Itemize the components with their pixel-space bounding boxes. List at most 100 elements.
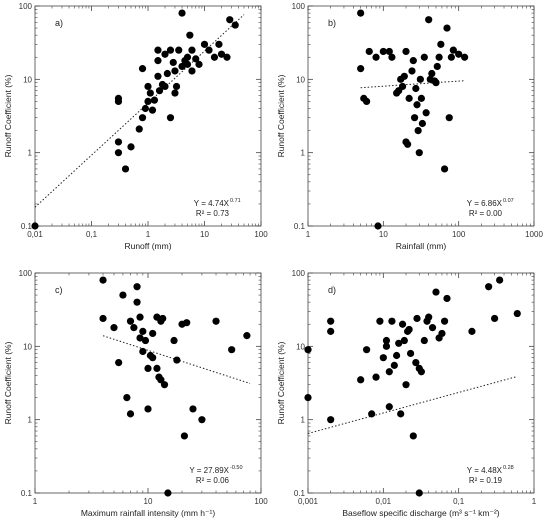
data-point — [445, 114, 453, 122]
data-point — [141, 104, 150, 113]
data-point — [155, 87, 164, 95]
data-point — [418, 119, 426, 128]
data-point — [173, 356, 181, 364]
y-tick-label: 100 — [19, 269, 33, 278]
x-tick-label: 1 — [146, 230, 151, 239]
data-point — [398, 82, 407, 91]
data-point — [413, 314, 421, 323]
data-point — [136, 334, 144, 342]
data-point — [135, 125, 143, 133]
data-point — [374, 222, 382, 230]
x-axis-label: Baseflow specific discharge (m³ s⁻¹ km⁻²… — [342, 508, 499, 518]
regression-exponent: 0.28 — [503, 465, 514, 471]
regression-exponent: -0.50 — [230, 465, 243, 471]
data-point — [183, 319, 191, 327]
data-point — [154, 46, 162, 54]
y-tick-label: 100 — [292, 2, 306, 11]
x-axis-label: Rainfall (mm) — [396, 241, 447, 251]
data-point — [161, 82, 169, 91]
data-point — [461, 53, 469, 61]
data-point — [392, 351, 401, 360]
regression-equation: Y = 4.74X — [194, 199, 230, 208]
data-point — [397, 410, 405, 418]
data-point — [138, 114, 147, 122]
y-axis-label: Runoff Coefficient (%) — [276, 341, 286, 424]
y-tick-label: 10 — [296, 342, 305, 351]
panel-label: a) — [55, 18, 63, 28]
data-point — [400, 336, 408, 345]
data-point — [363, 346, 371, 354]
data-point — [425, 16, 433, 24]
data-point — [379, 354, 387, 362]
data-point — [127, 143, 135, 151]
data-point — [468, 327, 476, 335]
y-axis-label: Runoff Coefficient (%) — [3, 341, 13, 424]
data-point — [157, 376, 165, 384]
data-point — [357, 9, 365, 17]
y-tick-label: 1 — [28, 416, 33, 425]
data-point — [189, 405, 197, 413]
data-point — [455, 50, 463, 58]
r-squared: R² = 0.19 — [469, 476, 503, 485]
regression-exponent: 0.07 — [503, 198, 514, 204]
data-point — [141, 336, 150, 345]
x-tick-label: 1000 — [525, 230, 543, 239]
data-point — [172, 82, 181, 91]
data-point — [243, 332, 251, 340]
data-point — [402, 47, 410, 56]
data-point — [410, 114, 419, 122]
y-tick-label: 10 — [23, 342, 32, 351]
data-point — [114, 97, 123, 106]
data-point — [416, 75, 424, 83]
data-point — [212, 317, 220, 325]
data-point — [388, 53, 396, 61]
y-tick-label: 0.1 — [21, 489, 33, 498]
data-point — [409, 432, 417, 440]
data-point — [149, 329, 157, 338]
data-point — [198, 416, 206, 424]
data-point — [154, 57, 162, 65]
data-point — [432, 288, 440, 296]
y-tick-label: 10 — [23, 75, 32, 84]
data-point — [115, 359, 123, 367]
y-tick-label: 0.1 — [294, 222, 306, 231]
data-point — [200, 40, 209, 48]
data-point — [144, 97, 152, 106]
data-point — [123, 393, 131, 402]
data-point — [382, 336, 391, 345]
plot-frame — [307, 5, 535, 227]
data-point — [99, 314, 107, 323]
y-tick-label: 1 — [301, 149, 306, 158]
data-point — [180, 432, 189, 440]
panel-4: 0,001 0,01 0,1 1 0.1 1 10 100 Baseflow specific … — [276, 269, 537, 518]
r-squared: R² = 0.06 — [196, 476, 230, 485]
x-tick-label: 1 — [306, 230, 311, 239]
data-point — [150, 96, 159, 104]
data-point — [405, 325, 413, 334]
panel-label: d) — [328, 285, 336, 295]
data-point — [153, 364, 161, 373]
data-point — [413, 101, 421, 109]
data-point — [217, 50, 226, 58]
data-point — [186, 31, 194, 39]
data-point — [178, 9, 186, 17]
data-point — [365, 47, 373, 56]
data-point — [412, 84, 420, 93]
data-point — [379, 47, 387, 56]
data-point — [406, 349, 415, 358]
data-point — [136, 313, 144, 321]
data-point — [447, 53, 455, 61]
x-tick-label: 0,01 — [27, 230, 43, 239]
x-tick-label: 100 — [452, 230, 466, 239]
data-point — [164, 489, 172, 497]
data-point — [428, 324, 437, 332]
data-point — [171, 67, 179, 75]
data-point — [385, 47, 393, 56]
data-point — [398, 320, 407, 328]
data-point — [385, 368, 393, 376]
panel-1: 0,01 0,1 1 10 100 0.1 1 10 100 Runoff (mm) Runoff … — [3, 2, 268, 251]
y-axis-label: Runoff Coefficient (%) — [3, 74, 13, 157]
data-point — [388, 317, 396, 325]
